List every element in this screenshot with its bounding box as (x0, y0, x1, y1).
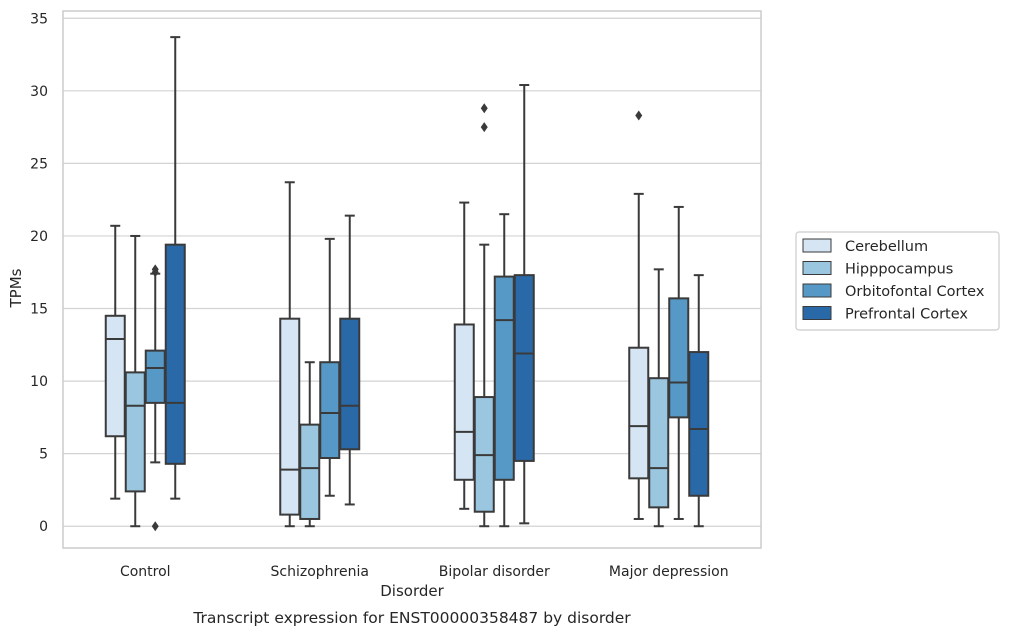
box-element (513, 84, 535, 525)
box-iqr (513, 274, 535, 462)
legend-swatch (802, 238, 832, 253)
box-element (668, 205, 690, 520)
box-element (339, 214, 361, 506)
legend-swatch (802, 306, 832, 320)
box-iqr (493, 275, 515, 481)
box-element (628, 110, 650, 520)
y-tick-label: 35 (30, 11, 48, 27)
y-tick-label: 0 (39, 519, 48, 535)
box-element (144, 264, 166, 532)
y-tick-label: 10 (30, 374, 48, 390)
box-iqr (319, 361, 341, 460)
chart-caption: Transcript expression for ENST0000035848… (192, 609, 631, 627)
box-iqr (628, 346, 650, 480)
plot-area-frame (62, 10, 762, 549)
box-iqr (668, 297, 690, 419)
outlier-point (480, 103, 488, 114)
x-tick-label: Control (120, 564, 171, 580)
y-tick-label: 30 (30, 84, 48, 100)
box-iqr (299, 423, 321, 520)
box-iqr (339, 317, 361, 451)
box-iqr (124, 371, 146, 493)
outlier-point (480, 122, 488, 133)
box-plot-series (104, 36, 710, 532)
outlier-point (151, 264, 159, 275)
box-element (164, 36, 186, 500)
x-axis-ticks: Control Schizophrenia Bipolar disorder Majo… (120, 564, 729, 580)
box-element (124, 234, 146, 528)
box-iqr (144, 349, 166, 404)
legend-label: Prefrontal Cortex (845, 307, 968, 323)
box-element (473, 103, 495, 528)
legend-label: Orbitofontal Cortex (845, 284, 985, 300)
legend-swatch (802, 261, 832, 275)
outlier-point (151, 521, 159, 532)
x-tick-label: Bipolar disorder (439, 564, 550, 580)
legend-swatch (802, 283, 832, 298)
box-iqr (648, 377, 670, 509)
y-tick-label: 15 (30, 302, 48, 318)
outlier-point (635, 110, 643, 121)
y-axis-ticks: 0 5 10 15 20 25 30 35 (30, 11, 48, 535)
x-tick-label: Schizophrenia (271, 564, 369, 580)
legend-label: Hipppocampus (845, 262, 953, 278)
box-element (648, 268, 670, 528)
box-iqr (279, 317, 301, 516)
x-axis-title: Disorder (380, 582, 444, 600)
box-iqr (453, 323, 475, 481)
y-tick-label: 25 (30, 156, 48, 172)
box-element (319, 237, 341, 497)
box-element (453, 201, 475, 510)
box-element (104, 224, 126, 500)
box-element (688, 274, 710, 528)
box-iqr (688, 351, 710, 497)
box-iqr (104, 314, 126, 438)
y-tick-label: 20 (30, 229, 48, 245)
legend: Cerebellum Hipppocampus Orbitofontal Corte… (795, 231, 1000, 331)
box-element (299, 361, 321, 528)
y-axis-title: TPMs (7, 268, 25, 308)
x-tick-label: Major depression (609, 564, 729, 580)
legend-box (795, 231, 1000, 331)
box-element (279, 181, 301, 528)
legend-label: Cerebellum (845, 239, 928, 255)
box-element (493, 213, 515, 528)
box-iqr (164, 243, 186, 465)
y-tick-label: 5 (39, 447, 48, 463)
